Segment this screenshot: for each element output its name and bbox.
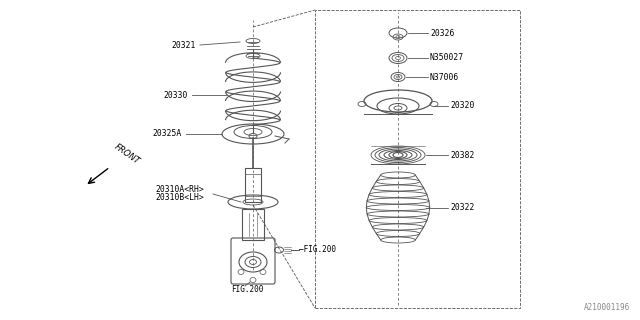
Text: 20322: 20322 — [450, 204, 474, 212]
Text: FIG.200: FIG.200 — [231, 285, 264, 294]
Text: 20320: 20320 — [450, 101, 474, 110]
Text: —FIG.200: —FIG.200 — [299, 245, 336, 254]
Text: 20326: 20326 — [430, 28, 454, 37]
Text: FRONT: FRONT — [113, 142, 141, 166]
Text: 20310A<RH>: 20310A<RH> — [155, 186, 204, 195]
Text: 20321: 20321 — [172, 41, 196, 50]
Text: 20325A: 20325A — [153, 130, 182, 139]
Text: 20382: 20382 — [450, 150, 474, 159]
Text: N350027: N350027 — [430, 53, 464, 62]
Text: 20310B<LH>: 20310B<LH> — [155, 194, 204, 203]
Text: N37006: N37006 — [430, 73, 460, 82]
Text: 20330: 20330 — [164, 91, 188, 100]
Text: A210001196: A210001196 — [584, 303, 630, 312]
